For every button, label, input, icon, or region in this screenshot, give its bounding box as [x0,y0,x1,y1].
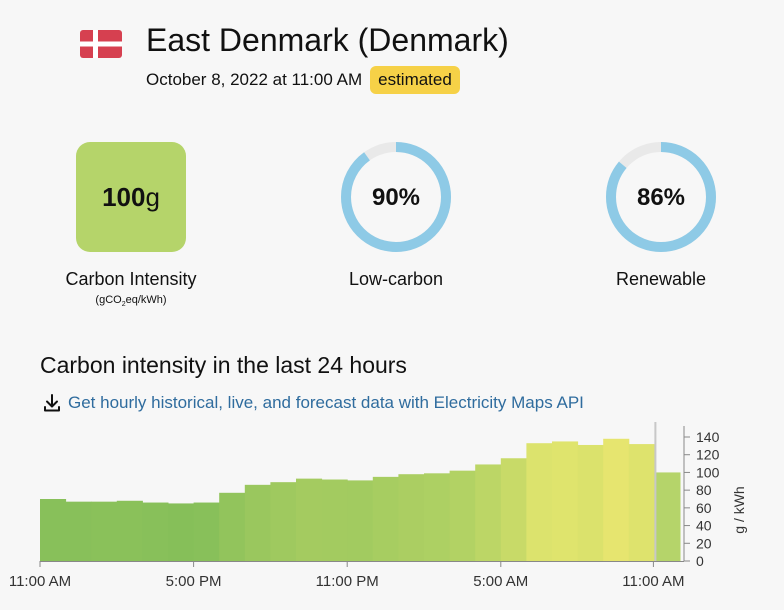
carbon-intensity-unit: g [145,181,160,212]
renewable-ring[interactable] [605,141,717,253]
chart-bar[interactable] [526,443,553,561]
chart-bar[interactable] [500,458,527,561]
chart-bar[interactable] [168,503,195,561]
chart-bar[interactable] [552,441,579,561]
zone-title: East Denmark (Denmark) [146,22,509,58]
x-tick-label: 5:00 AM [473,573,528,590]
download-icon [44,394,60,412]
low-carbon-label: Low-carbon [348,269,444,289]
chart-bar[interactable] [296,478,323,561]
zone-datetime: October 8, 2022 at 11:00 AM [146,70,363,89]
chart-bar[interactable] [116,500,143,561]
api-link-text: Get hourly historical, live, and forecas… [68,393,584,412]
carbon-intensity-label: Carbon Intensity [65,269,197,289]
chart-bar[interactable] [577,444,604,561]
y-tick-label: 40 [696,518,712,534]
chart-bar[interactable] [654,472,681,561]
chart-bar[interactable] [424,473,451,561]
chart-bar[interactable] [628,444,655,561]
chart-bar[interactable] [449,470,476,561]
renewable-value: 86% [636,184,686,211]
api-link[interactable]: Get hourly historical, live, and forecas… [42,393,584,413]
estimated-badge[interactable]: estimated [370,66,460,94]
chart-bar[interactable] [603,438,630,561]
zone-datetime-row: October 8, 2022 at 11:00 AM estimated [146,66,460,94]
chart-bar[interactable] [142,502,169,561]
chart-bar[interactable] [91,501,118,561]
x-tick-label: 11:00 PM [316,573,379,590]
chart-bar[interactable] [372,476,399,561]
chart-bar[interactable] [398,474,425,561]
chart-ylabel: g / kWh [731,486,747,533]
carbon-intensity-unit-label: (gCO2eq/kWh) [95,294,167,309]
low-carbon-value: 90% [371,184,421,211]
chart-bar[interactable] [65,501,92,561]
denmark-flag-icon [80,30,122,58]
carbon-intensity-value: 100 [102,181,146,212]
y-tick-label: 20 [696,535,712,551]
chart-bar[interactable] [193,502,220,561]
chart-bar[interactable] [219,492,246,561]
x-tick-label: 11:00 AM [622,573,684,590]
chart-bar[interactable] [347,480,374,561]
y-tick-label: 120 [696,447,720,463]
chart-bar[interactable] [321,479,348,561]
history-title: Carbon intensity in the last 24 hours [40,352,407,378]
y-tick-label: 80 [696,482,712,498]
y-tick-label: 60 [696,500,712,516]
chart-bar[interactable] [270,482,297,561]
chart-bar[interactable] [40,499,67,561]
x-tick-label: 11:00 AM [9,573,71,590]
chart-bar[interactable] [475,464,502,561]
y-tick-label: 140 [696,429,720,445]
y-tick-label: 0 [696,553,704,569]
y-tick-label: 100 [696,464,720,480]
low-carbon-ring[interactable] [340,141,452,253]
carbon-intensity-box[interactable]: 100g [76,142,186,252]
renewable-label: Renewable [615,269,707,289]
chart-bar[interactable] [244,484,271,561]
x-tick-label: 5:00 PM [166,573,222,590]
